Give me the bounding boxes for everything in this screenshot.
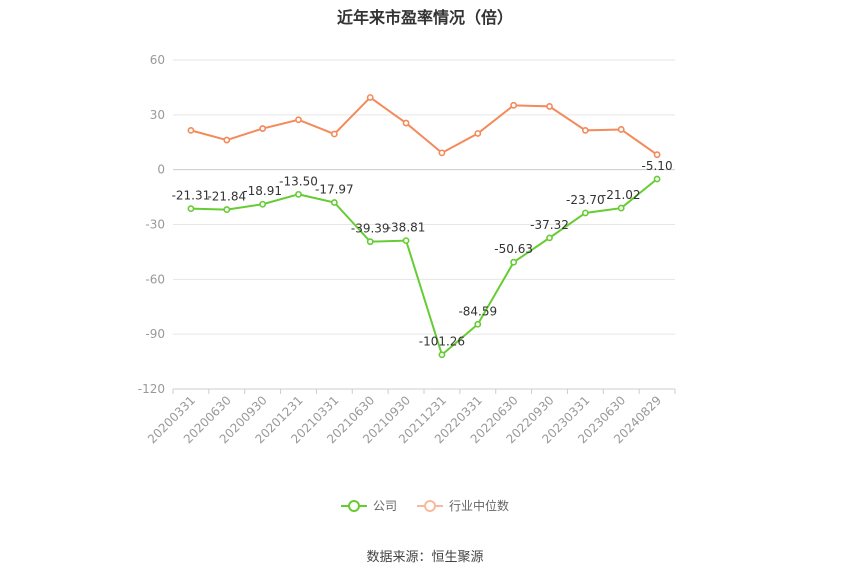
y-tick-label: -60 bbox=[145, 272, 165, 286]
company-point bbox=[402, 237, 410, 245]
company-point bbox=[366, 238, 374, 246]
company-point bbox=[617, 204, 625, 212]
industry-point bbox=[259, 125, 267, 132]
legend-item-company[interactable]: 公司 bbox=[340, 497, 397, 514]
industry-point bbox=[653, 151, 661, 159]
company-point bbox=[223, 206, 231, 213]
y-tick-label: 60 bbox=[150, 53, 165, 67]
company-data-label: -23.70 bbox=[566, 193, 605, 207]
company-point bbox=[187, 205, 195, 213]
legend-company-marker-icon bbox=[340, 499, 367, 512]
y-tick-label: -30 bbox=[145, 218, 165, 232]
industry-point bbox=[581, 126, 589, 134]
company-point bbox=[330, 199, 338, 206]
legend-industry-label: 行业中位数 bbox=[449, 499, 510, 513]
company-series-line bbox=[190, 178, 658, 357]
legend-company-label: 公司 bbox=[372, 499, 397, 513]
company-data-label: -21.31 bbox=[172, 189, 211, 203]
company-data-label: -21.02 bbox=[602, 188, 641, 202]
y-tick-label: -90 bbox=[145, 327, 165, 341]
legend-item-industry[interactable]: 行业中位数 bbox=[417, 497, 509, 514]
company-point bbox=[474, 320, 482, 328]
company-point bbox=[259, 200, 267, 208]
industry-point bbox=[617, 126, 625, 133]
series-layer bbox=[187, 94, 661, 359]
data-source: 数据来源：恒生聚源 bbox=[366, 550, 484, 565]
industry-point bbox=[546, 103, 553, 110]
legend: 公司 行业中位数 bbox=[0, 497, 850, 514]
industry-series-line bbox=[190, 96, 658, 156]
axis-layer: 60300-30-60-90-1202020033120200630202009… bbox=[138, 53, 676, 446]
company-data-label: -39.39 bbox=[351, 222, 390, 236]
industry-point bbox=[438, 149, 446, 157]
industry-point bbox=[510, 101, 518, 109]
company-data-label: -50.63 bbox=[494, 242, 533, 256]
company-data-label: -21.84 bbox=[207, 190, 246, 204]
company-data-label: -5.10 bbox=[642, 159, 673, 173]
chart-title: 近年来市盈率情况（倍） bbox=[336, 8, 513, 27]
industry-point bbox=[187, 126, 195, 134]
industry-point bbox=[402, 119, 410, 127]
company-data-label: -17.97 bbox=[315, 183, 354, 197]
company-data-label: -13.50 bbox=[279, 174, 318, 188]
company-data-label: -37.32 bbox=[530, 218, 569, 232]
legend-industry-marker-icon bbox=[417, 499, 443, 512]
industry-point bbox=[295, 116, 302, 124]
company-point bbox=[295, 190, 302, 198]
company-point bbox=[438, 351, 446, 359]
industry-point bbox=[330, 130, 338, 138]
company-data-label: -38.81 bbox=[387, 221, 426, 235]
y-tick-label: -120 bbox=[138, 382, 165, 396]
company-point bbox=[653, 175, 661, 183]
company-point bbox=[581, 209, 589, 217]
industry-point bbox=[366, 94, 374, 101]
y-tick-label: 0 bbox=[157, 163, 165, 177]
label-layer: -21.31-21.84-18.91-13.50-17.97 -39.39-38.… bbox=[172, 159, 673, 349]
industry-point bbox=[223, 136, 231, 144]
y-tick-label: 30 bbox=[150, 108, 165, 122]
company-data-label: -84.59 bbox=[458, 304, 497, 318]
company-data-label: -101.26 bbox=[419, 335, 465, 349]
industry-point bbox=[474, 130, 482, 137]
company-data-label: -18.91 bbox=[243, 184, 282, 198]
company-point bbox=[546, 234, 553, 242]
company-point bbox=[510, 258, 518, 266]
